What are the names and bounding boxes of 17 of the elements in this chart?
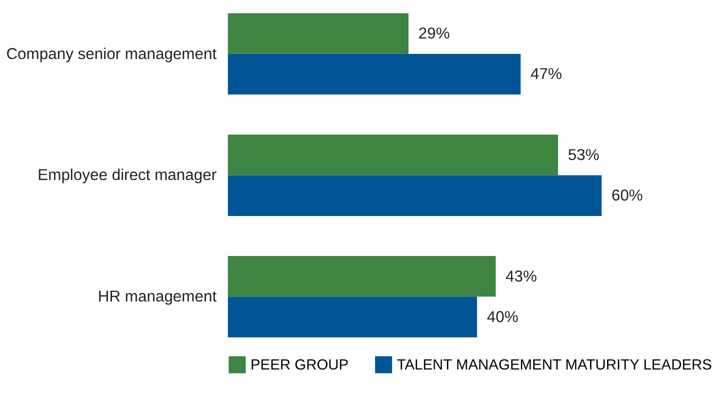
- legend-label: TALENT MANAGEMENT MATURITY LEADERS: [396, 358, 712, 374]
- data-label: 53%: [568, 146, 600, 164]
- data-label: 29%: [418, 25, 450, 42]
- data-label: 40%: [486, 308, 518, 326]
- y-tick-label: Employee direct manager: [38, 167, 217, 184]
- data-label: 60%: [611, 188, 643, 205]
- bar: [228, 54, 521, 95]
- bar: [228, 175, 602, 216]
- bar: [228, 296, 478, 338]
- bar: [228, 256, 496, 297]
- bar: [228, 134, 558, 176]
- legend-label: PEER GROUP: [250, 358, 349, 374]
- data-label: 43%: [506, 268, 538, 286]
- data-label: 47%: [530, 66, 562, 84]
- y-tick-label: Company senior management: [6, 46, 218, 63]
- y-tick-label: HR management: [98, 288, 218, 306]
- bar: [228, 13, 409, 54]
